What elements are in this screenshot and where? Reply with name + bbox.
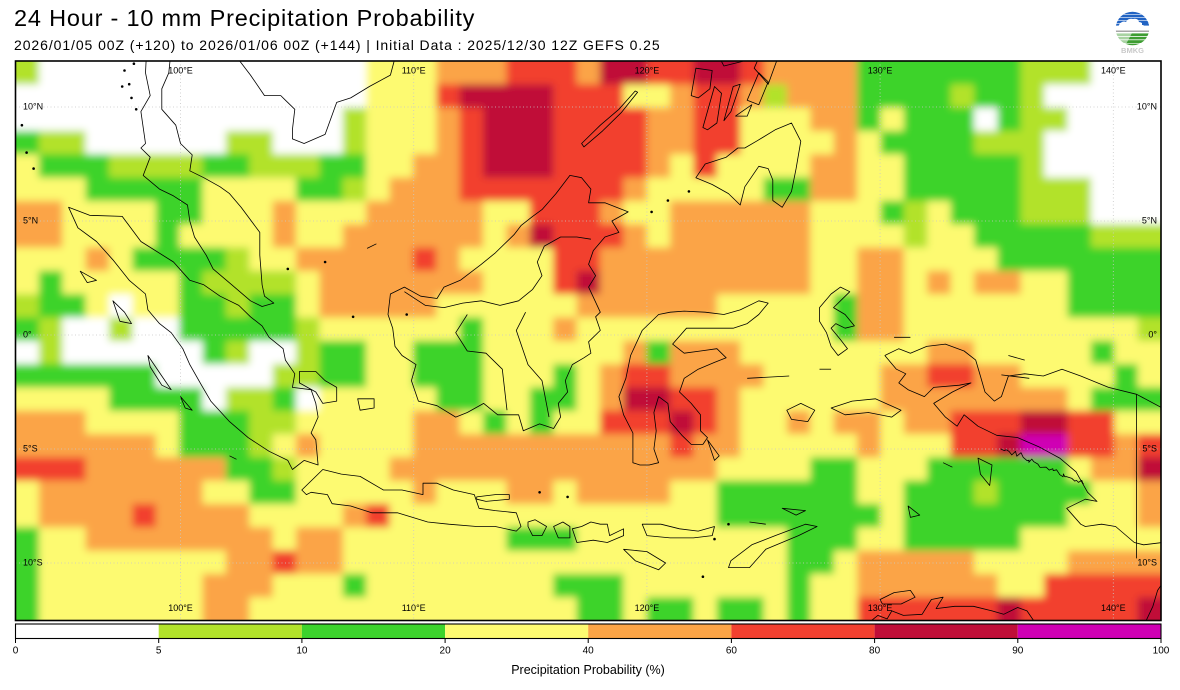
svg-text:110°E: 110°E: [402, 603, 426, 613]
svg-text:100°E: 100°E: [168, 603, 193, 613]
svg-text:5°N: 5°N: [1142, 216, 1157, 226]
svg-text:140°E: 140°E: [1101, 66, 1126, 76]
svg-text:10°S: 10°S: [1137, 558, 1157, 568]
svg-text:2026/01/05 00Z (+120) to 2026/: 2026/01/05 00Z (+120) to 2026/01/06 00Z …: [14, 37, 661, 53]
svg-text:120°E: 120°E: [635, 603, 660, 613]
svg-text:60: 60: [726, 646, 738, 657]
svg-text:110°E: 110°E: [402, 66, 426, 76]
svg-text:5°S: 5°S: [23, 444, 38, 454]
svg-text:130°E: 130°E: [868, 603, 893, 613]
svg-text:10°N: 10°N: [1137, 102, 1157, 112]
svg-text:0°: 0°: [23, 330, 32, 340]
svg-text:10°N: 10°N: [23, 102, 43, 112]
svg-text:BMKG: BMKG: [1121, 46, 1144, 55]
svg-text:10: 10: [296, 646, 308, 657]
svg-text:5°N: 5°N: [23, 216, 38, 226]
svg-text:10°S: 10°S: [23, 558, 43, 568]
svg-text:90: 90: [1012, 646, 1024, 657]
svg-text:100°E: 100°E: [168, 66, 193, 76]
svg-text:80: 80: [869, 646, 881, 657]
svg-text:0: 0: [13, 646, 19, 657]
svg-text:100: 100: [1153, 646, 1170, 657]
svg-text:130°E: 130°E: [868, 66, 893, 76]
svg-text:140°E: 140°E: [1101, 603, 1126, 613]
svg-text:20: 20: [440, 646, 452, 657]
svg-text:0°: 0°: [1148, 330, 1157, 340]
svg-text:5°S: 5°S: [1142, 444, 1157, 454]
svg-text:120°E: 120°E: [635, 66, 660, 76]
svg-text:Precipitation Probability (%): Precipitation Probability (%): [511, 663, 665, 677]
svg-text:24 Hour - 10 mm Precipitation: 24 Hour - 10 mm Precipitation Probabilit…: [14, 5, 475, 31]
svg-text:40: 40: [583, 646, 595, 657]
svg-text:5: 5: [156, 646, 162, 657]
